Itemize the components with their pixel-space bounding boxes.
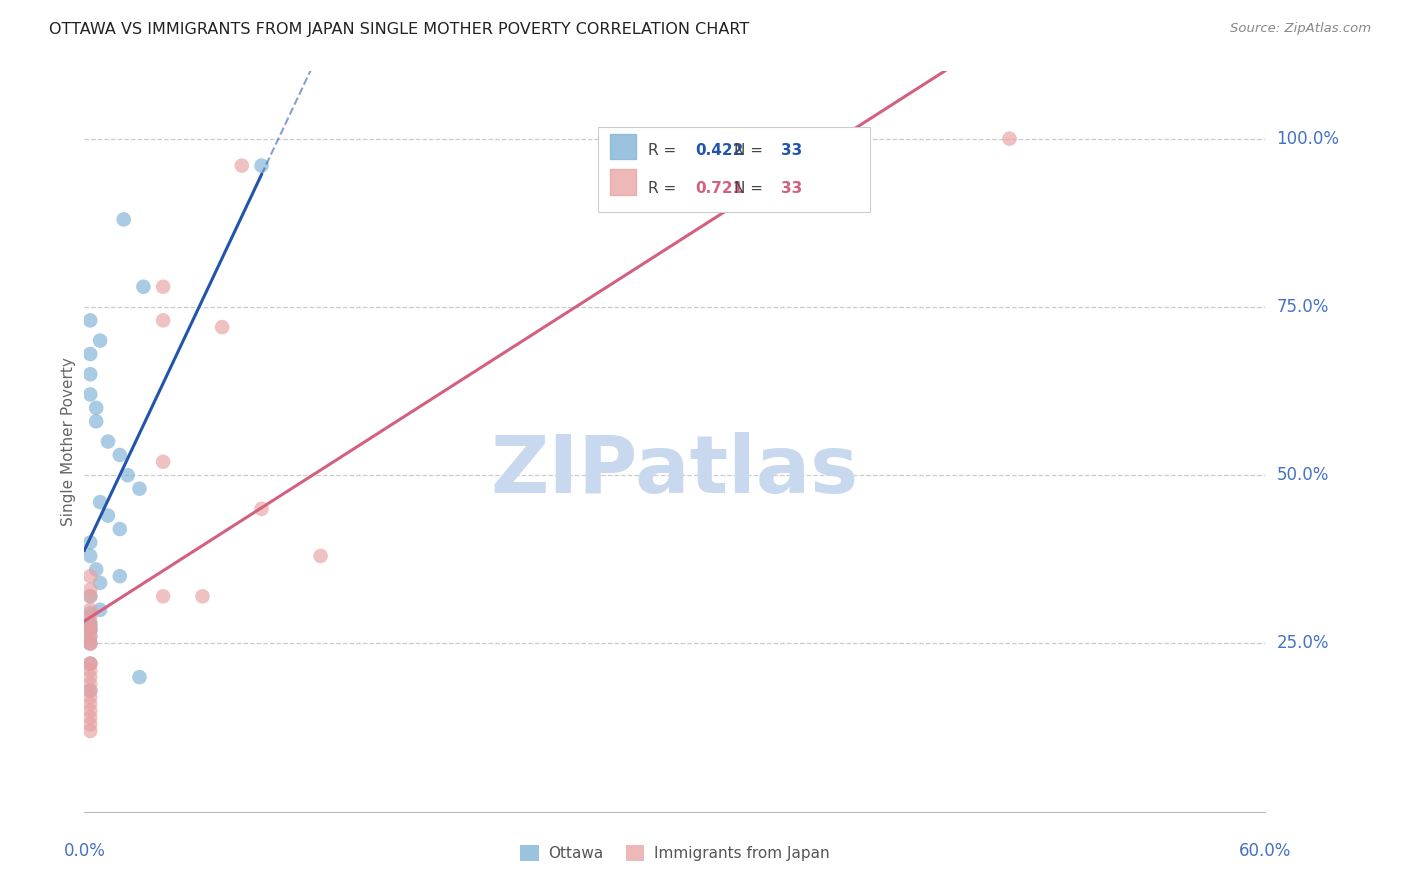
Point (79, 717, 101, 731)
Point (250, 159, 273, 173)
Point (128, 670, 150, 684)
Point (79, 569, 101, 583)
Text: 100.0%: 100.0% (1277, 129, 1340, 148)
Point (79, 710, 101, 724)
Point (84, 401, 107, 415)
Point (152, 279, 174, 293)
Point (79, 657, 101, 671)
Point (211, 320, 233, 334)
Point (79, 623, 101, 637)
Point (84, 414, 107, 428)
Point (152, 590, 174, 604)
Point (79, 636, 101, 650)
Point (132, 279, 155, 293)
Point (79, 636, 101, 650)
Text: 33: 33 (782, 144, 803, 158)
Point (79, 723, 101, 738)
Bar (610, 134, 636, 160)
Point (128, 482, 150, 496)
Text: 50.0%: 50.0% (1277, 467, 1329, 484)
Point (79, 690, 101, 705)
Text: ZIPatlas: ZIPatlas (491, 432, 859, 510)
Point (79, 623, 101, 637)
Point (79, 697, 101, 711)
Point (998, 131, 1021, 145)
Point (89, 575, 111, 590)
Point (309, 549, 332, 563)
Point (79, 630, 101, 644)
Point (79, 549, 101, 563)
Point (89, 495, 111, 509)
Text: 0.422: 0.422 (695, 144, 744, 158)
Text: OTTAWA VS IMMIGRANTS FROM JAPAN SINGLE MOTHER POVERTY CORRELATION CHART: OTTAWA VS IMMIGRANTS FROM JAPAN SINGLE M… (49, 22, 749, 37)
Point (89, 334, 111, 348)
Point (79, 704, 101, 718)
Point (79, 670, 101, 684)
Point (89, 603, 111, 617)
Bar (610, 169, 636, 195)
Text: R =: R = (648, 181, 681, 195)
Point (79, 387, 101, 401)
Point (84, 562, 107, 576)
Point (79, 590, 101, 604)
Point (108, 522, 131, 536)
Point (191, 590, 214, 604)
Point (79, 636, 101, 650)
Point (79, 347, 101, 361)
Text: 33: 33 (782, 181, 803, 195)
Point (108, 448, 131, 462)
Point (79, 623, 101, 637)
Legend: Ottawa, Immigrants from Japan: Ottawa, Immigrants from Japan (515, 838, 835, 867)
Point (97, 434, 120, 449)
Text: 0.721: 0.721 (695, 181, 744, 195)
Point (231, 159, 253, 173)
Point (79, 535, 101, 549)
Point (112, 212, 135, 227)
Point (152, 455, 174, 469)
Text: Source: ZipAtlas.com: Source: ZipAtlas.com (1230, 22, 1371, 36)
Point (79, 616, 101, 631)
Point (79, 603, 101, 617)
Point (79, 657, 101, 671)
Point (97, 508, 120, 523)
Text: 60.0%: 60.0% (1239, 842, 1292, 860)
Text: N =: N = (734, 144, 768, 158)
Point (79, 590, 101, 604)
Text: R =: R = (648, 144, 681, 158)
Point (79, 582, 101, 597)
Point (250, 501, 273, 516)
Y-axis label: Single Mother Poverty: Single Mother Poverty (60, 357, 76, 526)
Point (79, 657, 101, 671)
Text: N =: N = (734, 181, 768, 195)
Point (108, 569, 131, 583)
Point (79, 609, 101, 624)
Point (79, 616, 101, 631)
Point (79, 313, 101, 327)
Point (79, 606, 101, 620)
Point (79, 683, 101, 698)
Point (79, 677, 101, 691)
Point (79, 619, 101, 633)
Point (79, 664, 101, 678)
Text: 0.0%: 0.0% (63, 842, 105, 860)
Point (117, 468, 139, 483)
Point (79, 683, 101, 698)
Text: 75.0%: 75.0% (1277, 298, 1329, 316)
Point (79, 630, 101, 644)
Point (79, 368, 101, 382)
Point (152, 313, 174, 327)
Bar (598, 127, 870, 212)
Text: 25.0%: 25.0% (1277, 634, 1329, 652)
